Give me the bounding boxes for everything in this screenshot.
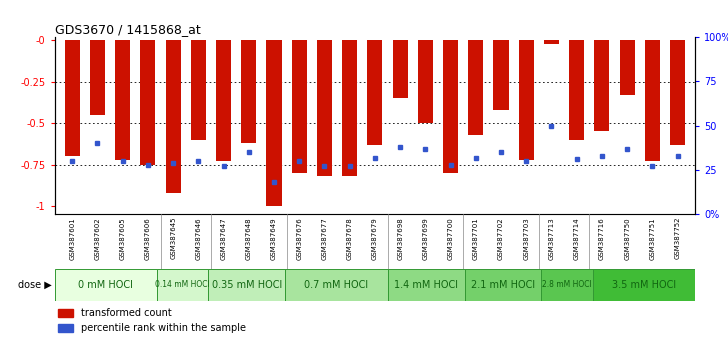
Bar <box>208 269 285 301</box>
Bar <box>518 40 534 160</box>
Text: 2.1 mM HOCl: 2.1 mM HOCl <box>471 280 535 290</box>
Text: GSM387678: GSM387678 <box>347 217 352 260</box>
Text: GSM387679: GSM387679 <box>372 217 378 260</box>
Text: 0.7 mM HOCl: 0.7 mM HOCl <box>304 280 368 290</box>
Text: GDS3670 / 1415868_at: GDS3670 / 1415868_at <box>55 23 200 36</box>
Bar <box>157 269 208 301</box>
Text: GSM387606: GSM387606 <box>145 217 151 260</box>
Text: GSM387647: GSM387647 <box>221 217 226 259</box>
Text: GSM387714: GSM387714 <box>574 217 579 259</box>
Bar <box>65 40 80 156</box>
Text: 1.4 mM HOCl: 1.4 mM HOCl <box>394 280 458 290</box>
Bar <box>90 40 105 115</box>
Text: GSM387701: GSM387701 <box>472 217 479 260</box>
Bar <box>266 40 282 206</box>
Text: dose ▶: dose ▶ <box>17 280 52 290</box>
Bar <box>115 40 130 160</box>
Text: GSM387677: GSM387677 <box>322 217 328 260</box>
Bar <box>285 269 388 301</box>
Text: GSM387698: GSM387698 <box>397 217 403 260</box>
Text: GSM387646: GSM387646 <box>195 217 202 259</box>
Bar <box>317 40 332 176</box>
Text: GSM387601: GSM387601 <box>69 217 75 260</box>
Bar <box>241 40 256 143</box>
Text: GSM387752: GSM387752 <box>675 217 681 259</box>
Bar <box>569 40 585 140</box>
Bar <box>670 40 685 145</box>
Bar <box>141 40 156 165</box>
Bar <box>342 40 357 176</box>
Bar <box>216 40 232 161</box>
Text: GSM387713: GSM387713 <box>548 217 555 260</box>
Text: GSM387716: GSM387716 <box>599 217 605 260</box>
Text: 2.8 mM HOCl: 2.8 mM HOCl <box>542 280 592 290</box>
Bar <box>165 40 181 193</box>
Bar <box>418 40 433 123</box>
Text: 0 mM HOCl: 0 mM HOCl <box>79 280 133 290</box>
Bar <box>494 40 509 110</box>
Bar <box>620 40 635 95</box>
Bar <box>191 40 206 140</box>
Text: 0.35 mM HOCl: 0.35 mM HOCl <box>212 280 282 290</box>
Bar <box>292 40 306 173</box>
Bar <box>392 40 408 98</box>
Bar <box>368 40 382 145</box>
Bar <box>388 269 464 301</box>
Text: GSM387700: GSM387700 <box>448 217 454 260</box>
Bar <box>645 40 660 161</box>
Bar <box>468 40 483 135</box>
Text: GSM387699: GSM387699 <box>422 217 428 260</box>
Text: GSM387645: GSM387645 <box>170 217 176 259</box>
Bar <box>544 40 559 44</box>
Text: GSM387702: GSM387702 <box>498 217 504 259</box>
Text: GSM387751: GSM387751 <box>649 217 655 259</box>
Bar <box>443 40 458 173</box>
Text: GSM387750: GSM387750 <box>624 217 630 259</box>
Text: GSM387703: GSM387703 <box>523 217 529 260</box>
Text: GSM387648: GSM387648 <box>246 217 252 259</box>
Text: 3.5 mM HOCl: 3.5 mM HOCl <box>612 280 676 290</box>
Text: GSM387676: GSM387676 <box>296 217 302 260</box>
Text: 0.14 mM HOCl: 0.14 mM HOCl <box>155 280 210 290</box>
Bar <box>55 269 157 301</box>
Bar <box>464 269 542 301</box>
Text: GSM387649: GSM387649 <box>271 217 277 259</box>
Text: GSM387605: GSM387605 <box>119 217 126 259</box>
Text: GSM387602: GSM387602 <box>95 217 100 259</box>
Bar <box>594 40 609 131</box>
Legend: transformed count, percentile rank within the sample: transformed count, percentile rank withi… <box>55 304 250 337</box>
Bar <box>542 269 593 301</box>
Bar <box>593 269 695 301</box>
